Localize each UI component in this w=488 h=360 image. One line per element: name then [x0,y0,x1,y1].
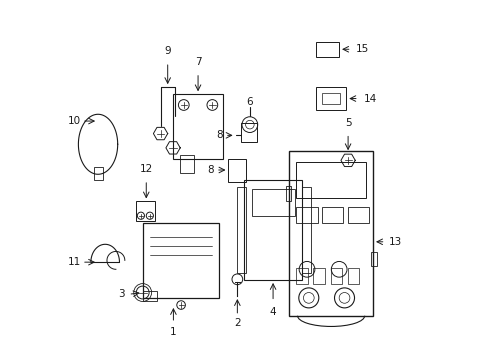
Bar [313,267,324,284]
Bar [94,167,103,180]
Bar [296,267,307,284]
Bar [288,152,372,316]
Text: 6: 6 [246,97,253,107]
Bar [330,267,341,284]
Text: 11: 11 [68,257,81,267]
Bar [347,267,358,284]
Bar [244,180,301,280]
Text: 4: 4 [269,307,276,317]
Bar [296,162,365,198]
Text: 13: 13 [388,237,402,247]
Text: 10: 10 [68,116,81,126]
Bar [315,87,346,111]
Bar [142,223,219,298]
Text: 2: 2 [234,318,240,328]
Bar [173,94,223,158]
Text: 1: 1 [170,327,176,337]
Bar [322,93,339,104]
Bar [251,189,294,216]
Text: 9: 9 [164,46,171,57]
Bar [296,207,317,223]
Text: 14: 14 [363,94,376,104]
Text: 7: 7 [194,57,201,67]
Bar [322,207,343,223]
Text: 3: 3 [118,289,124,299]
Bar [315,42,339,57]
Text: 12: 12 [140,164,153,174]
Bar [241,123,257,143]
Bar [180,155,194,173]
Text: 8: 8 [207,165,213,175]
Bar [285,186,290,201]
Bar [142,291,157,301]
Bar [347,207,368,223]
Text: 5: 5 [344,118,351,128]
Bar [228,158,245,182]
Bar [237,187,246,273]
Text: 8: 8 [216,130,223,140]
Bar [135,202,155,221]
Bar [370,252,376,266]
Bar [301,187,310,273]
Text: 15: 15 [356,44,369,54]
